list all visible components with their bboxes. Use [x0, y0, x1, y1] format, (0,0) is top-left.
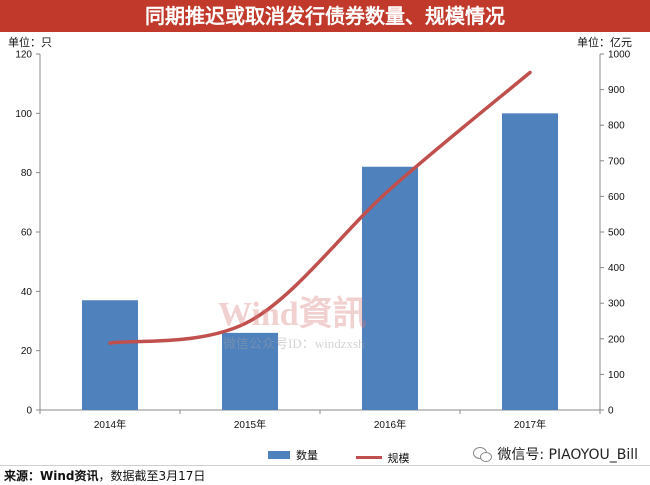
- right-tick-label: 500: [608, 228, 625, 239]
- wechat-id-text: 微信号: PIAOYOU_Bill: [497, 447, 638, 463]
- wechat-credit: 微信号: PIAOYOU_Bill: [473, 444, 638, 464]
- scale-point-2016年: [388, 187, 392, 191]
- left-tick-label: 100: [15, 109, 32, 120]
- chart-plot: 0 20 40 60 80 100 120 0 100 200 300 400 500 600 700 800…: [15, 50, 631, 432]
- legend-bar-label: 数量: [296, 449, 318, 462]
- right-tick-label: 600: [608, 192, 625, 203]
- bar-2015年: [222, 332, 278, 410]
- scale-line-series: [108, 70, 532, 345]
- bar-2016年: [362, 166, 418, 410]
- legend-item-line: 规模: [355, 450, 410, 466]
- chart-legend: 数量 规模: [268, 447, 444, 466]
- x-tick-label: 2017年: [514, 418, 546, 431]
- legend-line-label: 规模: [387, 451, 410, 465]
- legend-line-swatch: [355, 456, 382, 459]
- x-tick-label: 2014年: [94, 418, 126, 431]
- x-tick-label: 2015年: [234, 418, 266, 431]
- left-axis-unit: 单位：只: [8, 36, 52, 49]
- right-tick-label: 200: [608, 334, 625, 345]
- left-tick-label: 40: [21, 287, 33, 298]
- right-axis-unit: 单位：亿元: [577, 36, 632, 49]
- left-tick-label: 80: [21, 168, 33, 179]
- wechat-icon: [473, 446, 493, 462]
- chart-title: 同期推迟或取消发行债券数量、规模情况: [0, 0, 650, 32]
- scale-point-2014年: [108, 341, 112, 345]
- right-tick-label: 100: [608, 370, 625, 381]
- right-tick-label: 900: [608, 85, 625, 96]
- source-note: 来源：Wind资讯，数据截至3月17日: [4, 467, 205, 484]
- left-tick-label: 0: [26, 406, 32, 417]
- legend-item-bar: 数量: [268, 447, 318, 463]
- scale-point-2015年: [248, 319, 252, 323]
- right-tick-label: 0: [608, 406, 614, 417]
- left-tick-label: 60: [21, 228, 33, 239]
- source-rest: ，数据截至3月17日: [98, 469, 206, 483]
- left-tick-label: 20: [21, 346, 33, 357]
- right-tick-label: 800: [608, 121, 625, 132]
- right-tick-label: 700: [608, 156, 625, 167]
- left-tick-label: 120: [15, 50, 32, 61]
- source-label: 来源：Wind资讯: [4, 469, 99, 483]
- bar-2017年: [502, 113, 558, 410]
- right-tick-label: 400: [608, 263, 625, 274]
- right-tick-label: 300: [608, 299, 625, 310]
- footer-divider: [0, 465, 650, 466]
- right-tick-label: 1000: [608, 50, 631, 61]
- x-tick-label: 2016年: [374, 418, 406, 431]
- scale-point-2017年: [528, 71, 532, 75]
- legend-bar-swatch: [268, 451, 290, 459]
- watermark-subtext: 微信公众号ID：windzxsh: [223, 336, 365, 351]
- watermark-logo: Wind資訊: [218, 296, 367, 333]
- bar-2014年: [82, 300, 138, 410]
